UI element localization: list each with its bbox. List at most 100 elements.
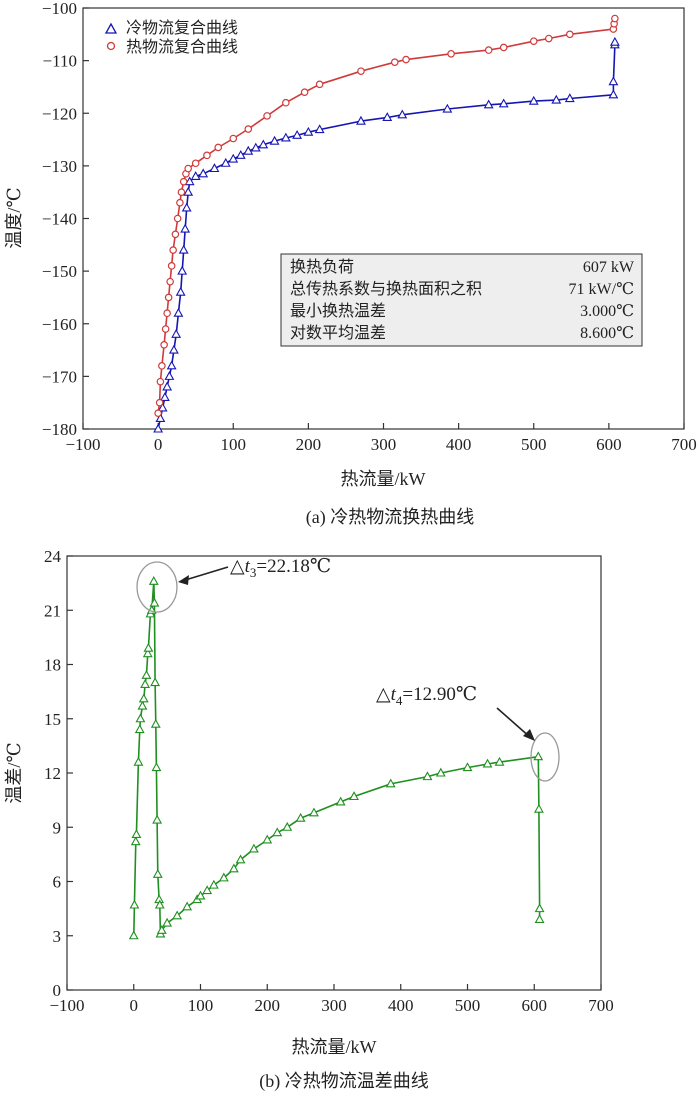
- y-tick-label-a: −170: [42, 367, 77, 386]
- data-point-a-0: [175, 286, 186, 296]
- annotation-t4-sub: 4: [396, 693, 403, 708]
- info-box-frame: [280, 253, 643, 347]
- data-point-a-1: [214, 143, 223, 152]
- y-tick-label-b: 0: [53, 981, 62, 1000]
- data-point-a-0: [228, 153, 239, 163]
- data-point-a-0: [209, 163, 220, 173]
- x-tick-label-b: 300: [321, 996, 347, 1015]
- x-tick-label-a: −100: [65, 435, 100, 454]
- data-point-b-0: [162, 917, 173, 927]
- y-tick-label-a: −160: [42, 315, 77, 334]
- data-point-b-0: [533, 751, 544, 761]
- data-point-a-0: [551, 94, 562, 104]
- data-point-a-1: [179, 177, 188, 186]
- data-point-b-0: [133, 756, 144, 766]
- data-point-a-1: [282, 98, 290, 107]
- info-value-min-dt: 3.000℃: [580, 303, 634, 320]
- data-point-b-0: [154, 899, 165, 909]
- data-point-b-0: [272, 827, 283, 837]
- annotation-t4-label: △t4=12.90℃: [376, 684, 477, 708]
- data-point-a-1: [171, 230, 180, 239]
- annotation-t3-arrowhead: [178, 575, 189, 585]
- annotation-t4-delta: △: [376, 684, 391, 705]
- y-axis-ticks-b: 0 3 6 9 12 15 18 21 24: [44, 547, 73, 1000]
- data-point-b-0: [137, 700, 148, 710]
- x-tick-label-b: 700: [588, 996, 614, 1015]
- annotation-t3-delta: △: [230, 556, 245, 577]
- data-point-a-1: [203, 151, 211, 160]
- data-point-b-0: [309, 807, 319, 817]
- data-point-a-1: [229, 134, 238, 143]
- data-point-b-0: [152, 868, 163, 878]
- data-point-a-0: [235, 150, 246, 159]
- data-point-b-0: [152, 814, 163, 824]
- data-point-a-1: [161, 325, 170, 333]
- y-tick-label-b: 15: [44, 710, 61, 729]
- x-tick-label-b: 100: [188, 996, 214, 1015]
- data-point-a-1: [263, 112, 271, 120]
- y-axis-ticks-a: −180 −170 −160 −150 −140 −130 −120 −110 −100: [42, 0, 89, 439]
- data-point-a-0: [608, 76, 619, 86]
- chart-a-heat-curves: −100 0 100 200 300 400 500 600 700 −180−170−160−…: [4, 0, 697, 528]
- data-point-a-1: [158, 362, 166, 370]
- x-tick-label-a: 100: [221, 435, 247, 454]
- data-point-a-1: [402, 55, 410, 64]
- data-point-b-0: [141, 670, 152, 679]
- y-tick-label-b: 6: [53, 873, 62, 892]
- y-tick-label-a: −120: [42, 104, 77, 123]
- data-point-b-0: [148, 575, 159, 585]
- y-tick-label-a: −110: [43, 52, 77, 71]
- chart-b-temp-difference: −100 0 100 200 300 400 500 600 700 0369121518212…: [4, 547, 614, 1092]
- data-point-a-0: [280, 132, 291, 142]
- data-point-b-0: [228, 863, 239, 873]
- data-point-b-0: [149, 597, 160, 607]
- data-point-b-0: [131, 829, 142, 839]
- data-point-a-0: [528, 95, 539, 105]
- x-tick-label-a: 0: [154, 435, 163, 454]
- data-point-b-0: [218, 872, 229, 882]
- data-point-a-0: [162, 381, 173, 391]
- y-tick-label-b: 3: [53, 927, 62, 946]
- info-value-lmtd: 8.600℃: [580, 325, 634, 342]
- data-point-a-0: [303, 126, 314, 136]
- x-tick-label-a: 300: [371, 435, 397, 454]
- data-point-a-0: [159, 392, 170, 401]
- data-point-a-1: [155, 398, 164, 407]
- data-point-b-0: [482, 758, 493, 768]
- x-tick-label-b: 200: [255, 996, 281, 1015]
- x-tick-label-b: −100: [49, 996, 84, 1015]
- legend-hot-label: 热物流复合曲线: [126, 38, 238, 56]
- data-point-b-0: [151, 762, 162, 772]
- data-point-a-0: [190, 171, 201, 180]
- data-point-b-0: [134, 724, 145, 734]
- data-point-b-0: [349, 791, 359, 801]
- data-point-a-0: [157, 402, 168, 412]
- data-point-a-0: [498, 98, 509, 108]
- y-tick-label-a: −150: [42, 262, 77, 281]
- data-point-a-0: [153, 423, 164, 433]
- data-point-a-0: [314, 124, 325, 134]
- data-point-b-0: [150, 677, 161, 687]
- data-point-a-0: [292, 130, 303, 139]
- annotation-t3-var: t: [245, 556, 251, 577]
- data-point-b-0: [156, 924, 167, 934]
- annotation-t4-arrowhead: [523, 729, 535, 741]
- data-point-a-0: [250, 142, 261, 152]
- data-point-a-0: [269, 135, 280, 145]
- data-point-b-0: [195, 890, 206, 900]
- data-point-a-0: [258, 139, 269, 149]
- data-point-a-1: [447, 49, 455, 58]
- x-tick-label-b: 500: [455, 996, 481, 1015]
- data-point-a-1: [173, 214, 182, 223]
- data-point-b-0: [335, 796, 346, 806]
- data-point-b-0: [208, 879, 219, 889]
- annotation-t4-value: =12.90℃: [402, 684, 477, 705]
- data-point-b-0: [140, 679, 151, 688]
- info-value-ua: 71 kW/℃: [569, 281, 634, 298]
- legend-cold-marker: [104, 22, 118, 34]
- annotation-t3-label: △t3=22.18℃: [230, 556, 331, 580]
- data-point-a-0: [180, 223, 191, 233]
- series-line-a-0: [157, 42, 616, 430]
- data-point-a-0: [181, 202, 192, 212]
